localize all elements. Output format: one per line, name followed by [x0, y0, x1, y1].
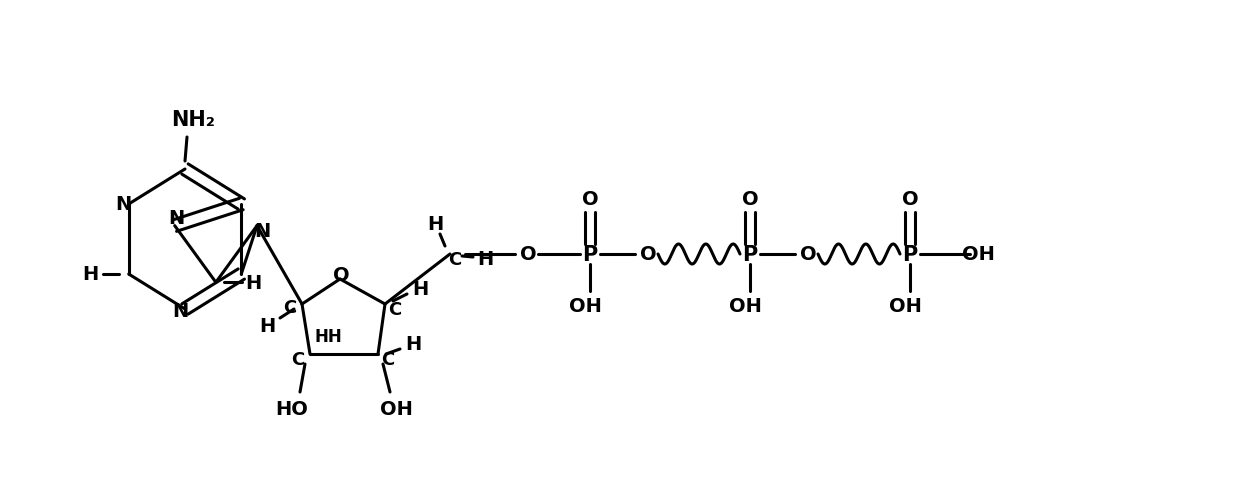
Text: P: P	[903, 244, 918, 264]
Text: N: N	[169, 209, 185, 228]
Text: O: O	[901, 190, 919, 209]
Text: O: O	[800, 245, 816, 264]
Text: H: H	[83, 265, 99, 284]
Text: C: C	[291, 350, 305, 368]
Text: HO: HO	[275, 400, 309, 419]
Text: H: H	[412, 280, 428, 299]
Text: OH: OH	[729, 297, 761, 316]
Text: C: C	[449, 250, 461, 268]
Text: C: C	[382, 350, 394, 368]
Text: OH: OH	[889, 297, 921, 316]
Text: OH: OH	[379, 400, 413, 419]
Text: C: C	[388, 301, 402, 318]
Text: N: N	[172, 302, 188, 321]
Text: P: P	[583, 244, 598, 264]
Text: OH: OH	[961, 245, 994, 264]
Text: O: O	[582, 190, 599, 209]
Text: N: N	[115, 195, 131, 214]
Text: H: H	[427, 215, 443, 234]
Text: H: H	[259, 317, 275, 336]
Text: P: P	[743, 244, 758, 264]
Text: N: N	[254, 222, 270, 241]
Text: OH: OH	[569, 297, 601, 316]
Text: C: C	[284, 298, 296, 316]
Text: O: O	[640, 245, 656, 264]
Text: O: O	[742, 190, 759, 209]
Text: H: H	[477, 250, 494, 269]
Text: H: H	[246, 273, 262, 292]
Text: O: O	[520, 245, 537, 264]
Text: O: O	[332, 266, 350, 285]
Text: H: H	[405, 335, 422, 354]
Text: HH: HH	[314, 327, 342, 346]
Text: NH₂: NH₂	[171, 110, 215, 130]
